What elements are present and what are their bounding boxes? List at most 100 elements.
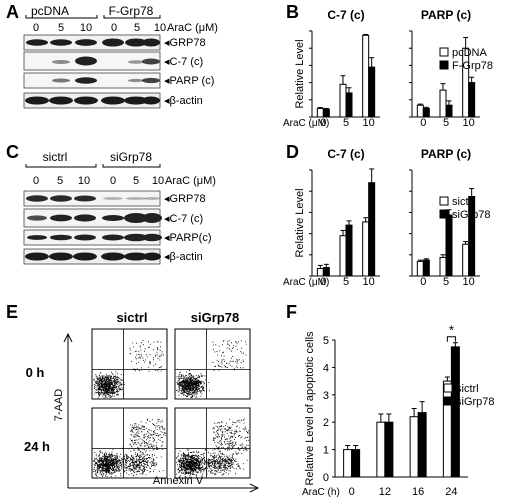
flow-plot-0 bbox=[91, 328, 168, 400]
group-label-pcdna: pcDNA bbox=[31, 4, 69, 18]
y-tick-label: 2 bbox=[323, 417, 329, 429]
flow-x-label: Annexin V bbox=[153, 475, 204, 487]
y-axis-label: Relative Level of apoptotic cells bbox=[304, 331, 316, 486]
bar-sictrl bbox=[462, 243, 470, 277]
x-tick-label: 10 bbox=[363, 117, 375, 129]
flow-events bbox=[93, 340, 164, 399]
x-axis-label: AraC (μM) bbox=[283, 118, 329, 129]
flow-plot-3 bbox=[174, 407, 251, 479]
blot-bands-actin bbox=[25, 252, 161, 261]
legend-swatch-sictrl bbox=[443, 383, 453, 393]
bar-f-grp78 bbox=[445, 104, 453, 118]
group-label-f-grp78: F-Grp78 bbox=[109, 4, 154, 18]
bar-f-grp78 bbox=[322, 108, 330, 118]
y-axis-label: Relative Level bbox=[294, 188, 306, 257]
chart-title: PARP (c) bbox=[421, 8, 471, 22]
legend-swatch-sigrp78 bbox=[439, 209, 449, 219]
chart-title: C-7 (c) bbox=[327, 147, 364, 161]
legend-label: F-Grp78 bbox=[452, 60, 493, 72]
blot-bands-parp bbox=[52, 77, 160, 84]
panel-letter-f: F bbox=[286, 302, 297, 322]
bar-pcdna bbox=[416, 104, 424, 118]
x-tick-label: 10 bbox=[363, 276, 375, 288]
treatment-label: AraC (μM) bbox=[165, 175, 216, 187]
bar-pcdna bbox=[316, 107, 324, 118]
x-tick-label: 10 bbox=[463, 276, 475, 288]
flow-plot-2 bbox=[91, 407, 168, 479]
x-tick-label: 5 bbox=[343, 117, 349, 129]
bar-sictrl bbox=[416, 260, 424, 277]
panel-letter-d: D bbox=[286, 142, 299, 162]
x-axis-label: AraC (μM) bbox=[283, 277, 329, 288]
bar-sictrl bbox=[409, 416, 419, 478]
dose-label: 0 bbox=[33, 22, 39, 34]
x-tick-label: 5 bbox=[343, 276, 349, 288]
flow-plot-1 bbox=[174, 328, 251, 400]
bar-sigrp78 bbox=[417, 412, 427, 478]
flow-column-label-sictrl: sictrl bbox=[116, 310, 147, 325]
group-bracket-pcdna bbox=[25, 15, 98, 19]
blot-bands-c7 bbox=[27, 213, 162, 223]
x-tick-label: 16 bbox=[412, 486, 424, 498]
dose-label: 10 bbox=[78, 175, 90, 187]
chart-title: PARP (c) bbox=[421, 147, 471, 161]
flow-row-label-0h: 0 h bbox=[26, 365, 45, 380]
panel-e: E sictrl siGrp78 0 h 24 h 7-AAD Annexin … bbox=[6, 302, 260, 493]
band-label: ◂C-7 (c) bbox=[164, 56, 203, 68]
x-tick-label: 0 bbox=[320, 276, 326, 288]
bar-sictrl bbox=[343, 449, 353, 478]
panel-c: C sictrl siGrp78 0 5 10 0 5 10 AraC (μM) bbox=[6, 142, 216, 265]
chart-d-2: C-7 (c) Relative Level AraC (μM)0 5 10 bbox=[283, 147, 380, 288]
group-bracket-f-grp78 bbox=[103, 15, 161, 19]
group-label-sictrl: sictrl bbox=[43, 150, 68, 164]
flow-row-label-24h: 24 h bbox=[24, 439, 50, 454]
y-tick-label: 3 bbox=[323, 390, 329, 402]
treatment-label: AraC (μM) bbox=[167, 22, 218, 34]
flow-events bbox=[93, 418, 167, 478]
bar-sigrp78 bbox=[351, 449, 361, 478]
bar-sigrp78 bbox=[422, 259, 430, 277]
blot-bands-grp78 bbox=[26, 38, 160, 47]
flow-events bbox=[176, 418, 250, 478]
dose-label: 0 bbox=[110, 175, 116, 187]
arrow-up-icon bbox=[63, 332, 73, 343]
x-tick-label: 0 bbox=[349, 486, 355, 498]
dose-label: 5 bbox=[133, 175, 139, 187]
bar-f-grp78 bbox=[422, 107, 430, 118]
group-bracket-sictrl bbox=[25, 164, 97, 168]
bar-sigrp78 bbox=[445, 214, 453, 277]
bar-sigrp78 bbox=[368, 182, 376, 277]
legend-label: siGrp78 bbox=[456, 396, 495, 408]
y-tick-label: 0 bbox=[323, 472, 329, 484]
panel-letter-e: E bbox=[6, 302, 18, 322]
legend-swatch-pcdna bbox=[439, 47, 449, 57]
dose-label: 10 bbox=[80, 22, 92, 34]
y-tick-label: 1 bbox=[323, 445, 329, 457]
arrow-right-icon bbox=[249, 483, 260, 493]
band-label: ◂PARP (c) bbox=[164, 75, 214, 87]
dose-label: 10 bbox=[152, 175, 164, 187]
y-axis-label: Relative Level bbox=[294, 39, 306, 108]
band-label: ◂PARP(c) bbox=[164, 232, 212, 244]
dose-label: 0 bbox=[111, 22, 117, 34]
bar-pcdna bbox=[362, 34, 370, 118]
x-tick-label: 12 bbox=[379, 486, 391, 498]
bar-sictrl bbox=[362, 221, 370, 277]
panel-letter-c: C bbox=[6, 142, 19, 162]
y-tick-label: 4 bbox=[323, 362, 329, 374]
blot-bands-c7 bbox=[52, 56, 160, 66]
significance-marker: * bbox=[449, 323, 454, 338]
blot-bands-parp bbox=[27, 233, 162, 242]
legend-label: siGrp78 bbox=[452, 209, 491, 221]
chart-title: C-7 (c) bbox=[327, 8, 364, 22]
legend-label: sictrl bbox=[456, 383, 479, 395]
band-label: ◂C-7 (c) bbox=[164, 213, 203, 225]
group-label-sigrp78: siGrp78 bbox=[110, 150, 152, 164]
dose-label: 10 bbox=[154, 22, 166, 34]
x-tick-label: 5 bbox=[443, 276, 449, 288]
